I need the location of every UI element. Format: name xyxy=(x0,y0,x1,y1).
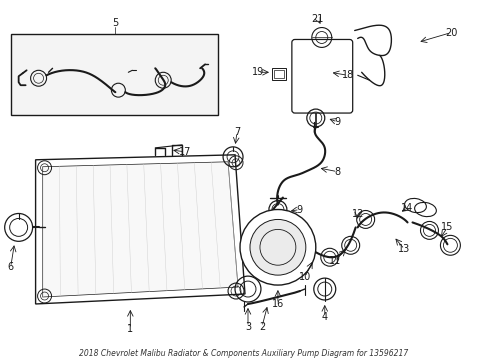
Text: 15: 15 xyxy=(440,222,453,233)
Text: 17: 17 xyxy=(179,147,191,157)
Text: 9: 9 xyxy=(296,204,302,215)
Text: 14: 14 xyxy=(401,203,413,212)
Text: 9: 9 xyxy=(334,117,340,127)
Text: 10: 10 xyxy=(298,272,310,282)
Circle shape xyxy=(249,220,305,275)
Polygon shape xyxy=(36,155,244,304)
Bar xyxy=(273,70,284,78)
Text: 4: 4 xyxy=(321,312,327,322)
Polygon shape xyxy=(42,162,238,297)
Text: 19: 19 xyxy=(251,67,264,77)
Text: 16: 16 xyxy=(271,299,284,309)
Text: 2: 2 xyxy=(258,322,264,332)
Text: 2018 Chevrolet Malibu Radiator & Components Auxiliary Pump Diagram for 13596217: 2018 Chevrolet Malibu Radiator & Compone… xyxy=(79,349,408,358)
Text: 8: 8 xyxy=(334,167,340,177)
Text: 6: 6 xyxy=(8,262,14,272)
Text: 20: 20 xyxy=(444,27,457,37)
Bar xyxy=(11,33,218,115)
Text: 12: 12 xyxy=(351,210,363,220)
Text: 3: 3 xyxy=(244,322,250,332)
Text: 5: 5 xyxy=(112,18,118,28)
Circle shape xyxy=(240,210,315,285)
Text: 11: 11 xyxy=(328,256,340,266)
Text: 7: 7 xyxy=(233,127,240,137)
Text: 1: 1 xyxy=(127,324,133,334)
Text: 13: 13 xyxy=(398,244,410,254)
Text: 18: 18 xyxy=(341,70,353,80)
Bar xyxy=(271,68,285,80)
Text: 21: 21 xyxy=(311,14,324,24)
FancyBboxPatch shape xyxy=(291,40,352,113)
